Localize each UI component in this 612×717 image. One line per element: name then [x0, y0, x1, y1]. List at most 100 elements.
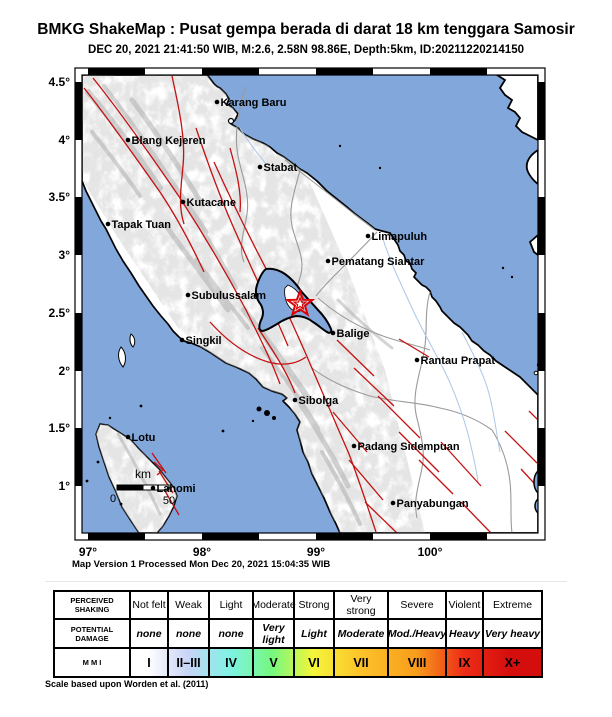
city-label: Padang Sidempuan [358, 441, 460, 453]
legend-cell-perceived_shaking-3: Moderate [251, 592, 296, 618]
legend-cell-potential_damage-7: Heavy [445, 620, 482, 647]
legend-cell-potential_damage-1: none [167, 620, 208, 647]
section-divider [45, 581, 567, 582]
frame-segment [75, 197, 82, 255]
city-dot [414, 357, 420, 363]
page-title: BMKG ShakeMap : Pusat gempa berada di da… [37, 21, 575, 38]
y-axis-label: 4.5° [49, 75, 71, 89]
y-axis-label: 3.5° [49, 190, 71, 204]
legend-header-shaking: PERCEIVED SHAKING [70, 596, 114, 614]
legend-cell-perceived_shaking-6: Severe [387, 592, 445, 618]
frame-segment [538, 428, 545, 486]
scalebar-black-segment [116, 484, 144, 491]
legend-cell-perceived_shaking-8: Extreme [482, 592, 541, 618]
legend-cell-potential_damage-6: Mod./Heavy [387, 620, 446, 647]
frame-segment [88, 533, 145, 540]
city-label: Lahomi [157, 483, 196, 495]
y-axis-label: 2° [59, 364, 71, 378]
frame-segment [88, 68, 145, 75]
legend-cell-mmi-5: VII [333, 649, 387, 676]
legend-cell-perceived_shaking-2: Light [208, 592, 252, 618]
city-dot [150, 485, 156, 491]
scalebar-white-segment [142, 484, 170, 491]
scalebar-unit: km [135, 467, 151, 481]
legend-cell-mmi-0: I [129, 649, 167, 676]
city-dot [325, 258, 331, 264]
city-dot [257, 164, 263, 170]
x-axis-label: 99° [307, 545, 325, 559]
city-label: Pematang Siantar [332, 256, 426, 268]
city-dot [330, 330, 336, 336]
frame-segment [316, 68, 373, 75]
city-dot [365, 233, 371, 239]
city-label: Sibolga [299, 395, 340, 407]
city-dot [179, 337, 185, 343]
city-label: Kutacane [187, 197, 237, 209]
frame-segment [430, 68, 487, 75]
city-dot [125, 434, 131, 440]
city-dot [125, 137, 131, 143]
legend-header-mmi: M M I [82, 658, 102, 667]
city-label: Singkil [186, 335, 222, 347]
legend-cell-perceived_shaking-5: Very strong [333, 592, 387, 618]
legend-cell-mmi-7: IX [445, 649, 482, 676]
city-dot [105, 221, 111, 227]
rivers [239, 127, 501, 483]
legend-cell-potential_damage-8: Very heavy [482, 620, 541, 647]
city-label: Panyabungan [397, 498, 469, 510]
frame-segment [538, 82, 545, 140]
y-axis-label: 2.5° [49, 306, 71, 320]
legend-cell-mmi-4: VI [293, 649, 333, 676]
legend-header-damage: POTENTIAL DAMAGE [70, 624, 114, 643]
frame-segment [538, 313, 545, 371]
city-label: Balige [337, 328, 370, 340]
fault-lines [83, 75, 538, 533]
city-label: Tapak Tuan [112, 219, 172, 231]
legend-row-damage: POTENTIAL DAMAGE none none none Very light L… [55, 618, 541, 647]
y-axis-label: 3° [59, 248, 71, 262]
city-dot [351, 443, 357, 449]
legend-row-shaking: PERCEIVED SHAKING Not felt Weak Light Moder… [55, 592, 541, 618]
legend-cell-perceived_shaking-7: Violent [445, 592, 482, 618]
city-label: Karang Baru [221, 97, 287, 109]
legend-cell-perceived_shaking-0: Not felt [129, 592, 167, 618]
city-dot [390, 500, 396, 506]
legend-cell-perceived_shaking-1: Weak [167, 592, 208, 618]
legend-cell-potential_damage-0: none [129, 620, 167, 647]
city-label: Subulussalam [192, 290, 267, 302]
legend-cell-mmi-2: IV [208, 649, 252, 676]
legend-cell-mmi-1: II–III [167, 649, 208, 676]
map-frame [74, 67, 546, 541]
legend-row-mmi: M M I I II–III IV V VI VII VIII IX X+ [55, 647, 541, 676]
y-axis-label: 1.5° [49, 421, 71, 435]
scalebar-start-label: 0 [110, 493, 116, 505]
city-dot [185, 292, 191, 298]
legend-cell-mmi-3: V [252, 649, 293, 676]
epicenter-star [284, 288, 316, 317]
legend-cell-potential_damage-4: Light [293, 620, 333, 647]
frame-segment [430, 533, 487, 540]
event-subtitle: DEC 20, 2021 21:41:50 WIB, M:2.6, 2.58N … [88, 44, 524, 56]
x-axis-label: 98° [193, 545, 211, 559]
frame-segment [538, 197, 545, 255]
legend-cell-potential_damage-2: none [208, 620, 252, 647]
y-axis-label: 4° [59, 133, 71, 147]
scale-footnote: Scale based upon Worden et al. (2011) [45, 679, 209, 689]
x-axis-label: 97° [79, 545, 97, 559]
intensity-legend-table: PERCEIVED SHAKING Not felt Weak Light Moder… [53, 590, 543, 678]
legend-cell-potential_damage-3: Very light [252, 620, 293, 647]
frame-segment [202, 68, 259, 75]
city-label: Rantau Prapat [421, 355, 496, 367]
map-version-note: Map Version 1 Processed Mon Dec 20, 2021… [72, 559, 331, 570]
frame-segment [75, 428, 82, 486]
frame-segment [316, 533, 373, 540]
legend-cell-mmi-6: VIII [387, 649, 445, 676]
city-label: Stabat [264, 162, 298, 174]
scalebar-end-label: 50 [163, 495, 175, 507]
legend-cell-mmi-8: X+ [482, 649, 541, 676]
legend-cell-perceived_shaking-4: Strong [293, 592, 333, 618]
legend-cell-potential_damage-5: Moderate [333, 620, 387, 647]
frame-segment [75, 313, 82, 371]
